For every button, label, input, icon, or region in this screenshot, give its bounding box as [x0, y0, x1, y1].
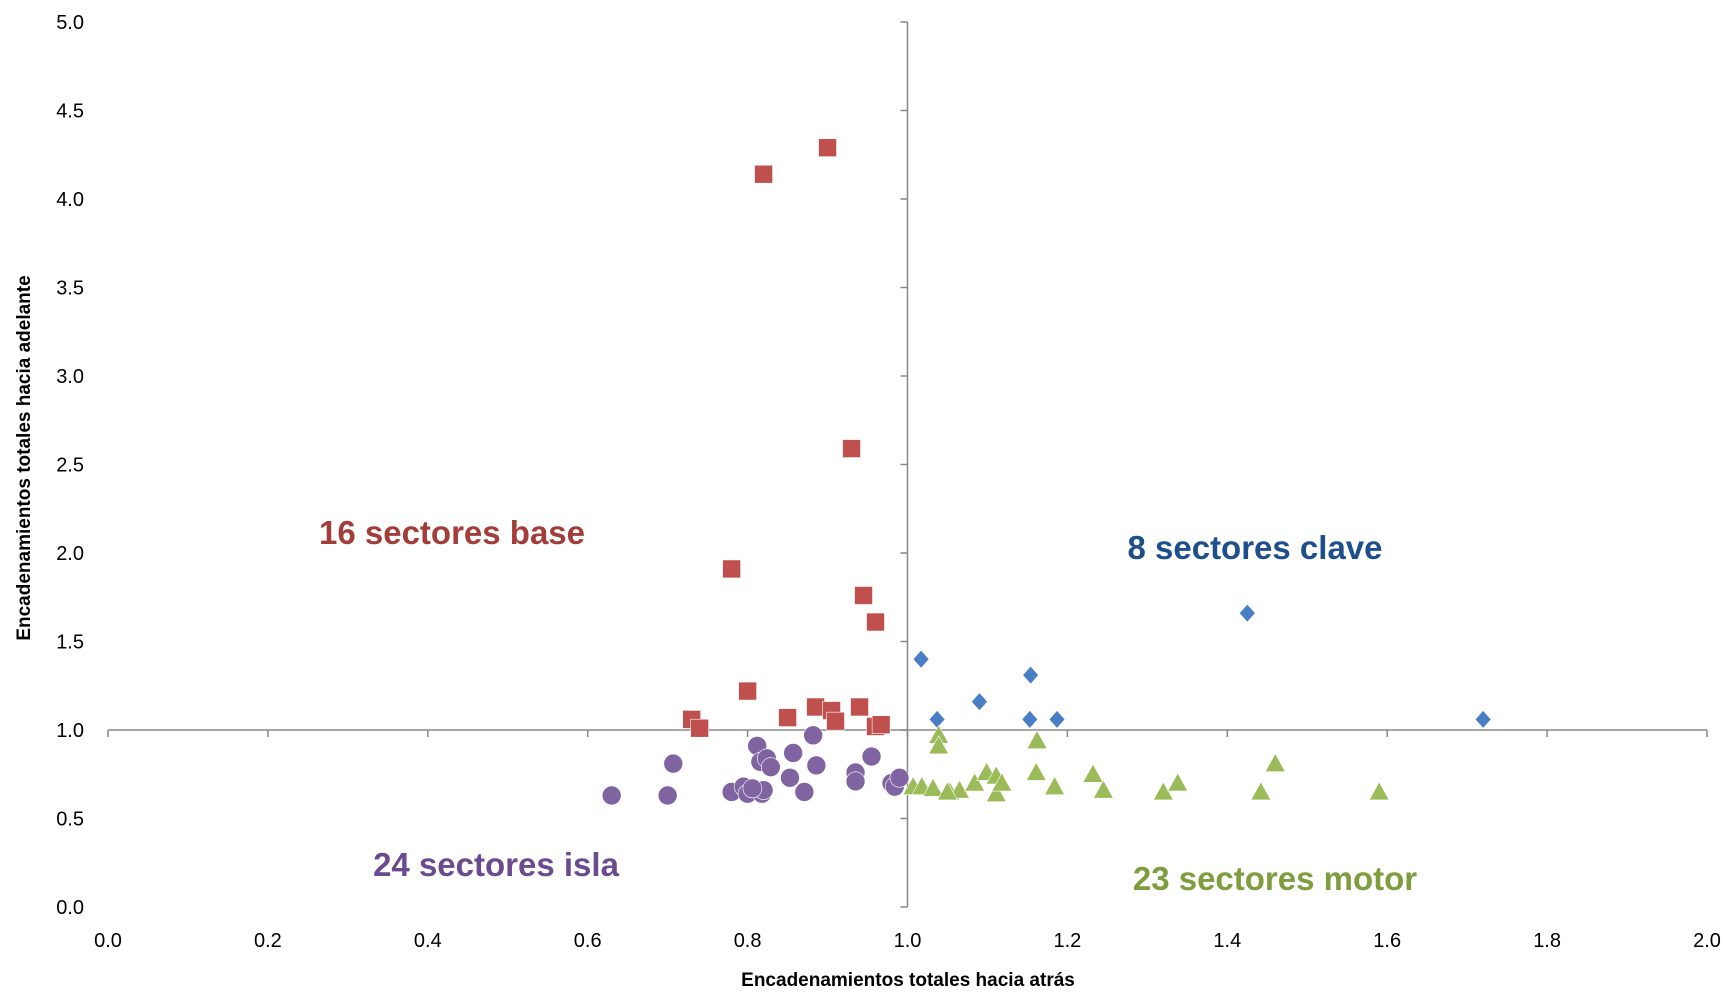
point	[936, 781, 958, 801]
point	[657, 785, 678, 806]
y-tick-label: 3.5	[56, 278, 84, 300]
point	[985, 783, 1007, 803]
point	[845, 771, 866, 792]
point	[738, 681, 757, 701]
x-tick-label: 0.0	[94, 930, 122, 952]
point	[783, 743, 803, 763]
x-tick-label: 1.2	[1053, 930, 1081, 952]
point	[889, 767, 910, 788]
point	[871, 715, 891, 734]
point	[1082, 763, 1104, 783]
point	[1044, 776, 1066, 795]
point	[760, 757, 781, 777]
point	[806, 755, 827, 776]
y-tick-label: 1.0	[56, 720, 84, 742]
point	[1167, 772, 1189, 792]
point	[1368, 781, 1390, 801]
point	[964, 772, 986, 792]
x-tick-label: 1.6	[1373, 930, 1401, 952]
point	[690, 718, 709, 738]
y-tick-label: 1.5	[56, 632, 84, 654]
point	[826, 711, 845, 731]
point	[778, 708, 797, 727]
point	[1250, 781, 1272, 801]
point	[866, 612, 885, 632]
y-tick-label: 3.0	[56, 366, 84, 388]
y-tick-label: 5.0	[56, 12, 84, 34]
point	[928, 709, 946, 729]
x-tick-label: 0.4	[414, 930, 442, 952]
point	[1474, 709, 1492, 729]
point	[1048, 709, 1066, 729]
point	[1021, 709, 1039, 729]
point	[861, 746, 882, 767]
y-axis-title: Encadenamientos totales hacia adelante	[14, 275, 35, 640]
point	[922, 777, 944, 797]
point	[1025, 761, 1047, 781]
x-tick-label: 1.4	[1213, 930, 1241, 952]
quadrant-label: 16 sectores base	[319, 514, 585, 551]
point	[991, 772, 1013, 792]
y-tick-label: 0.0	[56, 897, 84, 919]
x-tick-label: 1.8	[1533, 930, 1561, 952]
point	[794, 782, 815, 802]
point	[1026, 730, 1048, 749]
y-tick-label: 0.5	[56, 809, 84, 831]
point	[780, 767, 800, 788]
x-axis-title: Encadenamientos totales hacia atrás	[741, 970, 1075, 991]
point	[803, 725, 823, 746]
point	[912, 649, 930, 669]
point	[1022, 665, 1040, 685]
y-tick-label: 4.5	[56, 101, 84, 123]
point	[971, 692, 988, 712]
point	[850, 697, 869, 717]
x-tick-label: 0.6	[574, 930, 602, 952]
point	[722, 559, 741, 579]
x-tick-label: 1.0	[894, 930, 922, 952]
point	[754, 164, 773, 184]
point	[1264, 753, 1286, 772]
point	[948, 779, 970, 799]
x-tick-label: 0.2	[254, 930, 282, 952]
point	[663, 753, 684, 774]
y-tick-label: 2.0	[56, 543, 84, 565]
x-tick-label: 2.0	[1693, 930, 1721, 952]
point	[842, 439, 861, 458]
y-tick-label: 2.5	[56, 455, 84, 477]
point	[818, 138, 837, 157]
point	[742, 778, 763, 799]
point	[806, 697, 825, 717]
y-tick-label: 4.0	[56, 189, 84, 211]
point	[854, 586, 873, 605]
point	[601, 785, 622, 806]
point	[928, 735, 950, 755]
point	[1092, 779, 1114, 799]
quadrant-label: 24 sectores isla	[373, 846, 619, 883]
quadrant-label: 8 sectores clave	[1127, 529, 1382, 566]
x-tick-label: 0.8	[734, 930, 762, 952]
quadrant-label: 23 sectores motor	[1133, 860, 1417, 897]
point	[1238, 603, 1256, 623]
